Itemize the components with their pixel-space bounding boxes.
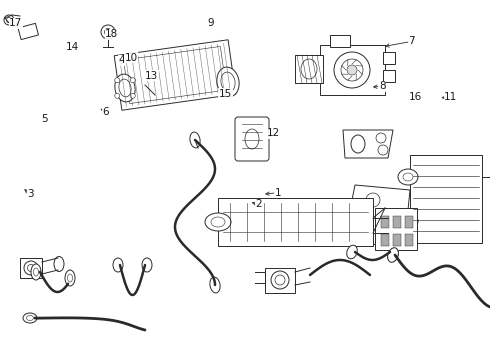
Bar (383, 70, 395, 82)
Ellipse shape (398, 213, 418, 229)
Text: 14: 14 (66, 42, 79, 52)
Bar (393, 216, 401, 228)
Bar (381, 234, 389, 246)
Ellipse shape (217, 67, 239, 97)
Circle shape (347, 65, 357, 75)
Text: 18: 18 (105, 29, 119, 39)
Circle shape (101, 25, 115, 39)
Text: 12: 12 (267, 128, 280, 138)
Text: 7: 7 (408, 36, 415, 46)
Ellipse shape (113, 258, 123, 272)
Ellipse shape (115, 74, 135, 102)
Circle shape (115, 93, 120, 98)
Text: 3: 3 (27, 189, 34, 199)
Ellipse shape (347, 245, 357, 259)
Circle shape (334, 52, 370, 88)
Bar (381, 216, 389, 228)
Text: 2: 2 (255, 199, 262, 210)
Bar (218, 198, 373, 246)
Bar (393, 234, 401, 246)
Text: 8: 8 (379, 81, 386, 91)
Circle shape (115, 78, 120, 83)
Bar (320, 45, 385, 95)
Bar (295, 55, 323, 83)
Ellipse shape (210, 277, 220, 293)
Ellipse shape (65, 270, 75, 286)
Circle shape (130, 78, 135, 83)
Polygon shape (114, 40, 236, 110)
Text: 17: 17 (9, 18, 23, 28)
Circle shape (130, 93, 135, 98)
Circle shape (4, 15, 14, 25)
Text: 15: 15 (219, 89, 232, 99)
Ellipse shape (31, 264, 41, 280)
Bar (265, 268, 295, 293)
Ellipse shape (388, 248, 398, 262)
FancyBboxPatch shape (235, 117, 269, 161)
Bar (405, 216, 413, 228)
Text: 13: 13 (145, 71, 159, 81)
Bar (383, 52, 395, 64)
Text: 5: 5 (41, 114, 48, 124)
Bar (410, 155, 482, 243)
Bar (18, 23, 39, 40)
Ellipse shape (398, 169, 418, 185)
Circle shape (271, 271, 289, 289)
Ellipse shape (23, 313, 37, 323)
Circle shape (24, 261, 38, 275)
Bar (330, 35, 350, 47)
Polygon shape (350, 185, 410, 245)
Ellipse shape (142, 258, 152, 272)
Ellipse shape (388, 248, 398, 262)
Bar (375, 208, 417, 250)
Bar (20, 258, 42, 278)
Text: 11: 11 (444, 92, 458, 102)
Ellipse shape (190, 132, 200, 148)
Text: 1: 1 (275, 188, 282, 198)
Ellipse shape (54, 256, 64, 271)
Text: 10: 10 (125, 53, 138, 63)
Text: 16: 16 (409, 92, 422, 102)
Ellipse shape (205, 213, 231, 231)
Text: 9: 9 (207, 18, 214, 28)
Text: 6: 6 (102, 107, 109, 117)
Polygon shape (343, 130, 393, 158)
Bar (405, 234, 413, 246)
Text: 4: 4 (118, 55, 125, 66)
